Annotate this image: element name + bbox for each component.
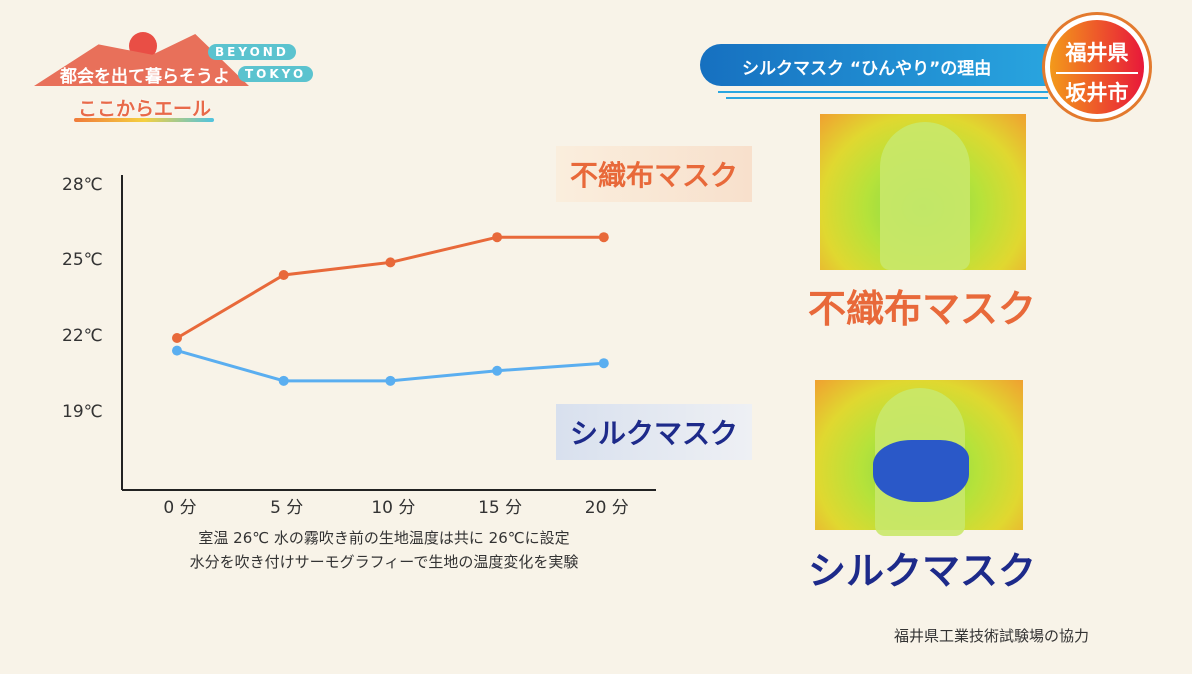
x-tick-label: 0 分: [163, 498, 197, 518]
logo-main-text: 都会を出て暮らそうよ: [60, 67, 230, 87]
y-tick-label: 25℃: [62, 250, 103, 271]
credit-text: 福井県工業技術試験場の協力: [894, 627, 1090, 645]
title-underline: [718, 91, 1048, 93]
x-tick-label: 10 分: [371, 498, 416, 518]
logo-beyond: BEYOND: [208, 44, 296, 60]
segment-title: シルクマスク “ひんやり”の理由: [700, 44, 1060, 86]
data-point: [278, 375, 289, 386]
data-point: [492, 232, 503, 243]
data-point: [385, 375, 396, 386]
chart-note-1: 室温 26℃ 水の霧吹き前の生地温度は共に 26℃に設定: [198, 529, 570, 547]
badge-city: 坂井市: [1065, 81, 1129, 105]
data-point: [598, 232, 609, 243]
y-tick-label: 19℃: [62, 401, 103, 422]
logo-sub-text: ここからエール: [78, 98, 212, 120]
data-point: [172, 333, 182, 343]
location-badge: 福井県 坂井市: [1042, 12, 1152, 122]
title-underline: [726, 97, 1048, 99]
y-tick-label: 28℃: [62, 174, 103, 195]
legend-nonwoven: 不織布マスク: [556, 146, 753, 202]
data-point: [385, 257, 396, 268]
x-tick-label: 20 分: [584, 498, 629, 518]
y-tick-label: 22℃: [62, 326, 103, 346]
silk-caption: シルクマスク: [808, 548, 1037, 593]
data-point: [172, 345, 182, 356]
data-point: [598, 358, 609, 369]
legend-silk: シルクマスク: [556, 404, 753, 460]
chart-note-2: 水分を吹き付けサーモグラフィーで生地の温度変化を実験: [189, 553, 579, 571]
series-line-0: [176, 235, 604, 340]
x-tick-label: 5 分: [270, 498, 304, 518]
nonwoven-caption: 不織布マスク: [808, 286, 1037, 331]
program-logo: 都会を出て暮らそうよ BEYOND TOKYO ここからエール: [34, 28, 314, 124]
data-point: [278, 270, 289, 280]
thermal-image-silk: [815, 380, 1023, 536]
temperature-chart: [121, 175, 656, 491]
badge-prefecture: 福井県: [1065, 41, 1129, 65]
thermal-image-nonwoven: [820, 114, 1026, 270]
logo-tokyo: TOKYO: [238, 66, 314, 82]
data-point: [492, 365, 503, 376]
x-tick-label: 15 分: [478, 498, 523, 518]
rainbow-line: [74, 118, 214, 122]
